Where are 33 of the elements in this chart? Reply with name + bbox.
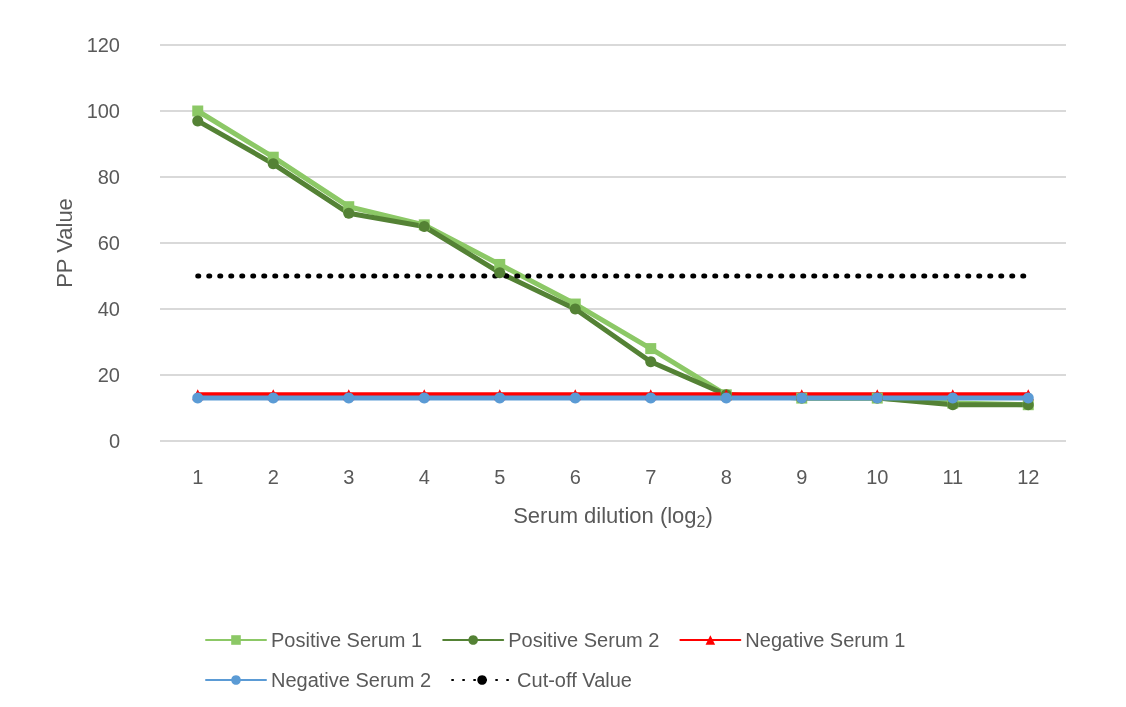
point	[267, 158, 279, 170]
legend-label: Negative Serum 2	[271, 669, 432, 691]
legend-label: Positive Serum 2	[508, 629, 660, 651]
y-tick-label: 40	[97, 298, 120, 320]
x-tick-label: 2	[267, 466, 279, 488]
point	[645, 356, 657, 368]
y-tick-label: 100	[86, 100, 120, 122]
x-tick-label: 5	[494, 466, 506, 488]
point	[343, 207, 355, 219]
point	[494, 267, 506, 279]
point	[645, 343, 657, 355]
y-tick-label: 60	[97, 232, 120, 254]
x-tick-label: 1	[192, 466, 204, 488]
point	[192, 115, 204, 127]
y-tick-label: 80	[97, 166, 120, 188]
legend-label: Positive Serum 1	[271, 629, 423, 651]
x-tick-label: 11	[942, 466, 964, 488]
y-tick-label: 0	[108, 430, 120, 452]
x-tick-label: 8	[720, 466, 732, 488]
x-tick-label: 6	[569, 466, 581, 488]
y-tick-label: 120	[86, 34, 120, 56]
x-tick-label: 12	[1017, 466, 1040, 488]
legend-label: Cut-off Value	[517, 669, 632, 691]
point	[192, 105, 204, 117]
y-tick-label: 20	[97, 364, 120, 386]
x-tick-label: 4	[418, 466, 430, 488]
point	[569, 303, 581, 315]
x-tick-label: 7	[645, 466, 657, 488]
x-tick-label: 9	[796, 466, 808, 488]
legend-label: Negative Serum 1	[745, 629, 906, 651]
x-tick-label: 10	[866, 466, 889, 488]
x-tick-label: 3	[343, 466, 355, 488]
y-axis-title: PP Value	[52, 198, 78, 288]
